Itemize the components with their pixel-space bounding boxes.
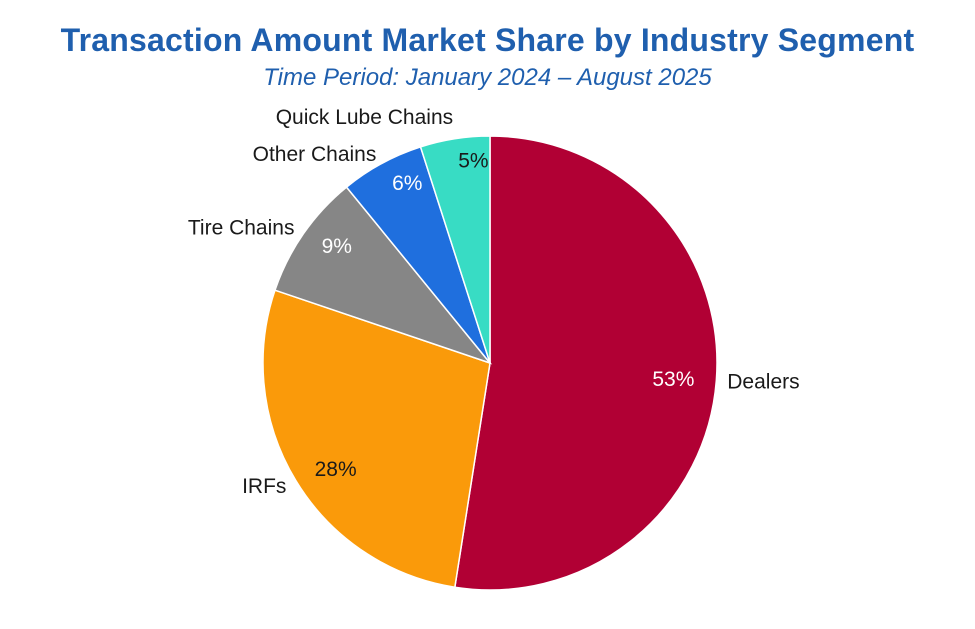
category-label-irfs: IRFs — [242, 475, 286, 498]
category-label-dealers: Dealers — [727, 370, 799, 393]
category-label-tire-chains: Tire Chains — [188, 216, 295, 239]
pie-slice-quick-lube-chains — [419, 135, 491, 364]
pie-slice-irfs — [262, 289, 491, 589]
percent-label-irfs: 28% — [315, 458, 357, 481]
category-label-quick-lube-chains: Quick Lube Chains — [276, 106, 453, 129]
category-label-other-chains: Other Chains — [253, 143, 377, 166]
percent-label-dealers: 53% — [652, 368, 694, 391]
chart-subtitle: Time Period: January 2024 – August 2025 — [263, 64, 712, 91]
pie-slice-tire-chains — [274, 186, 493, 365]
pie-slice-dealers — [453, 135, 718, 591]
percent-labels: 53% 28% 9% 6% 5% — [315, 149, 695, 481]
category-labels: Dealers IRFs Tire Chains Other Chains Quick … — [188, 106, 800, 498]
pie-slices — [262, 135, 718, 591]
chart-title: Transaction Amount Market Share by Indus… — [60, 22, 915, 58]
percent-label-tire-chains: 9% — [322, 235, 352, 258]
percent-label-quick-lube-chains: 5% — [458, 149, 488, 172]
percent-label-other-chains: 6% — [392, 172, 422, 195]
